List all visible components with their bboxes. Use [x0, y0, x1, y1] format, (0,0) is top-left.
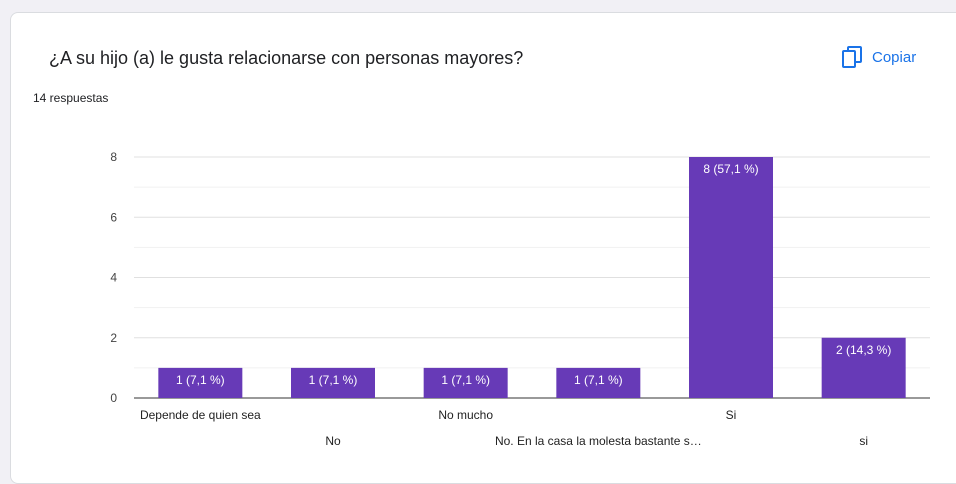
data-label: 8 (57,1 %)	[703, 162, 758, 176]
bar	[821, 337, 906, 398]
question-title: ¿A su hijo (a) le gusta relacionarse con…	[49, 48, 524, 68]
data-label: 2 (14,3 %)	[836, 343, 891, 357]
bar	[423, 367, 508, 398]
data-label: 1 (7,1 %)	[441, 373, 490, 387]
x-tick-label: No mucho	[438, 408, 493, 422]
y-tick-label: 6	[110, 210, 117, 224]
y-tick-label: 8	[110, 150, 117, 164]
data-label: 1 (7,1 %)	[574, 373, 623, 387]
copy-label: Copiar	[872, 48, 917, 66]
copy-button[interactable]: Copiar	[842, 46, 916, 68]
x-tick-label: No. En la casa la molesta bastante s…	[495, 434, 702, 448]
bar	[291, 367, 375, 398]
bar	[689, 157, 773, 398]
data-label: 1 (7,1 %)	[309, 373, 358, 387]
x-tick-label: Si	[726, 408, 737, 422]
y-tick-label: 2	[110, 331, 117, 345]
x-tick-label: No	[325, 434, 341, 448]
bar	[556, 367, 641, 398]
y-tick-label: 0	[110, 391, 117, 405]
question-card	[10, 12, 956, 484]
data-label: 1 (7,1 %)	[176, 373, 225, 387]
copy-icon	[842, 46, 862, 68]
y-tick-label: 4	[110, 271, 117, 285]
bar	[158, 367, 243, 398]
response-count: 14 respuestas	[33, 91, 109, 105]
x-tick-label: Depende de quien sea	[140, 408, 261, 422]
x-tick-label: si	[859, 434, 868, 448]
